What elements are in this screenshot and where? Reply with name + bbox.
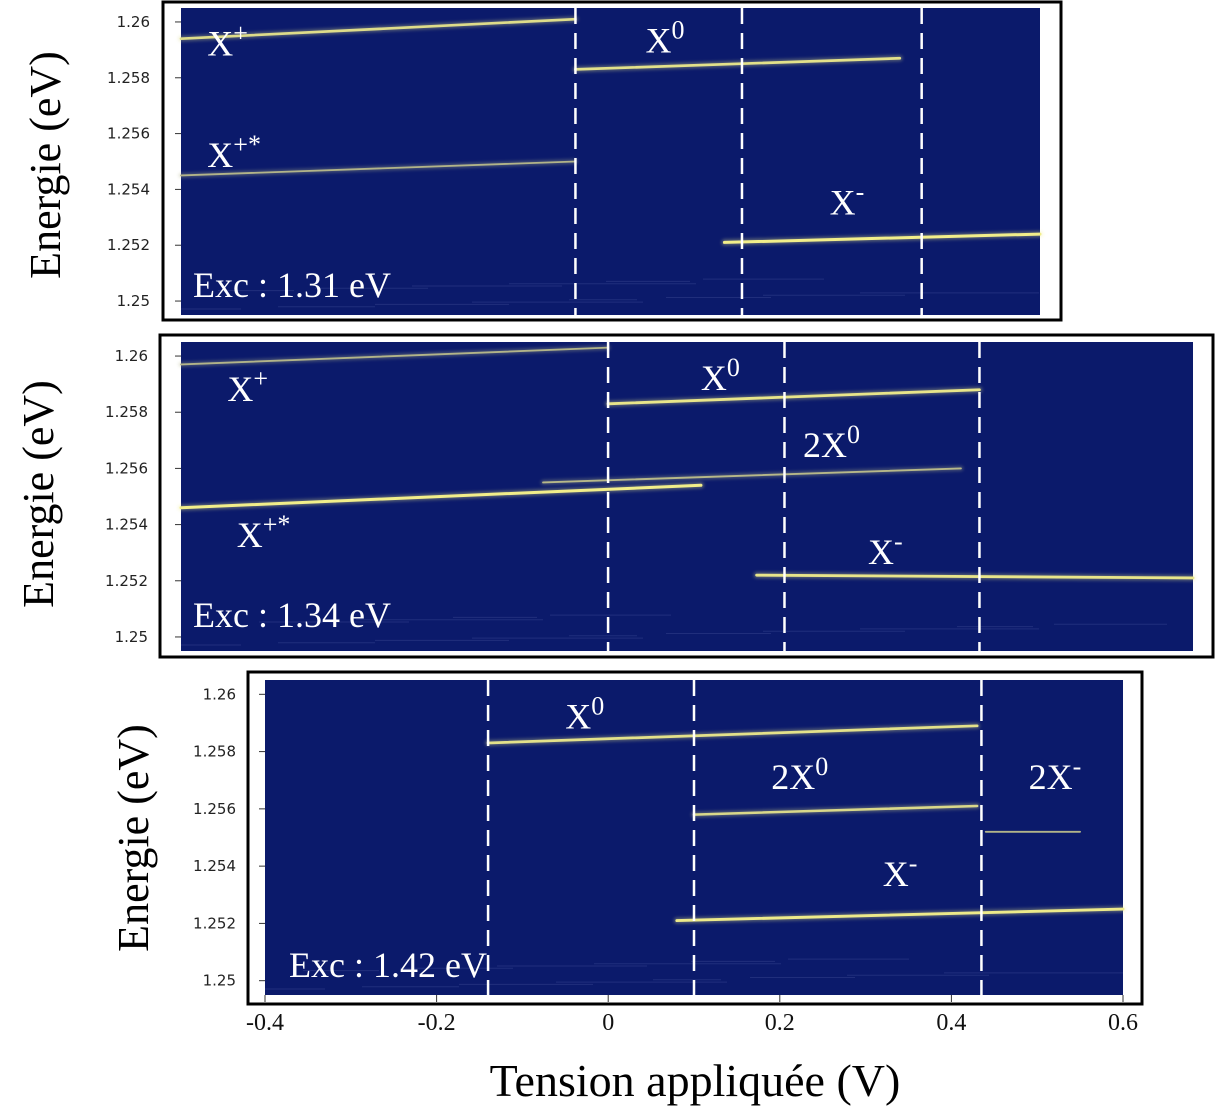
emission-line-X0 — [606, 388, 981, 406]
x-tick-label: 0.6 — [1108, 1010, 1138, 1036]
label-X+: X+ — [227, 364, 268, 409]
emission-line-X0 — [574, 56, 902, 71]
y-axis-label: Energie (eV) — [109, 724, 158, 952]
y-tick-label: 1.258 — [107, 69, 150, 87]
y-tick-label: 1.254 — [193, 857, 236, 875]
panels: X+ X0 X+* X- Exc : 1.31 eV 1.26 1.258 1.256 1.25… — [14, 0, 1215, 1106]
y-axis-label: Energie (eV) — [21, 51, 70, 279]
x-tick-label: 0.4 — [936, 1010, 966, 1036]
y-tick-label: 1.256 — [107, 125, 150, 143]
emission-line-X0 — [486, 724, 979, 745]
x-axis-label: Tension appliquée (V) — [490, 1055, 901, 1106]
y-tick-label: 1.25 — [115, 628, 148, 646]
panel-3: X0 2X0 2X- X- Exc : 1.42 eV 1.26 1.258 1.256 1.2… — [109, 670, 1144, 1106]
noise-streaks — [265, 958, 1123, 990]
label-X0: X0 — [646, 16, 685, 61]
panel-1: X+ X0 X+* X- Exc : 1.31 eV 1.26 1.258 1.256 1.25… — [21, 0, 1063, 322]
x-tick-label: 0.2 — [765, 1010, 795, 1036]
y-tick-label: 1.256 — [105, 459, 148, 477]
label-X-: X- — [883, 849, 918, 894]
label-X0: X0 — [565, 692, 604, 737]
excitation-annotation: Exc : 1.31 eV — [193, 265, 391, 305]
panel-2: X+ X0 2X0 X+* X- Exc : 1.34 eV 1.26 1.258 1.256 1… — [14, 333, 1215, 659]
y-tick-label: 1.258 — [193, 743, 236, 761]
label-X-: X- — [830, 178, 865, 223]
label-X+: X+ — [207, 18, 248, 63]
y-tick-label: 1.256 — [193, 800, 236, 818]
emission-line-X- — [722, 232, 1042, 244]
noise-streaks — [181, 614, 1167, 646]
y-tick-label: 1.25 — [203, 972, 236, 990]
noise-streaks — [181, 278, 1039, 310]
emission-line-X+* — [179, 483, 703, 510]
label-2X0: 2X0 — [771, 752, 828, 797]
plot-area — [181, 342, 1193, 651]
label-X0: X0 — [701, 353, 740, 398]
y-tick-label: 1.252 — [105, 572, 148, 590]
y-tick-label: 1.258 — [105, 403, 148, 421]
emission-line-X+ — [180, 346, 609, 366]
y-tick-label: 1.254 — [105, 516, 148, 534]
x-tick-label: -0.2 — [418, 1010, 456, 1036]
x-tick-label: -0.4 — [246, 1010, 284, 1036]
emission-line-X- — [675, 907, 1125, 923]
emission-line-X+ — [179, 17, 577, 41]
label-X-: X- — [868, 527, 903, 572]
x-tick-label: 0 — [602, 1010, 614, 1036]
y-tick-label: 1.26 — [117, 13, 150, 31]
y-axis-label: Energie (eV) — [14, 380, 63, 608]
emission-line-2X0 — [692, 804, 979, 816]
emission-line-X- — [755, 573, 1195, 580]
excitation-annotation: Exc : 1.42 eV — [289, 945, 487, 985]
y-tick-label: 1.252 — [193, 914, 236, 932]
y-tick-label: 1.26 — [203, 685, 236, 703]
label-X+*: X+* — [237, 510, 291, 555]
label-X+*: X+* — [207, 130, 261, 175]
label-2X-: 2X- — [1029, 752, 1082, 797]
emission-line-X+* — [180, 160, 577, 177]
label-2X0: 2X0 — [803, 420, 860, 465]
y-tick-label: 1.254 — [107, 180, 150, 198]
emission-line-2X0 — [542, 467, 962, 484]
y-tick-label: 1.252 — [107, 236, 150, 254]
y-tick-label: 1.26 — [115, 347, 148, 365]
y-tick-label: 1.25 — [117, 292, 150, 310]
excitation-annotation: Exc : 1.34 eV — [193, 595, 391, 635]
